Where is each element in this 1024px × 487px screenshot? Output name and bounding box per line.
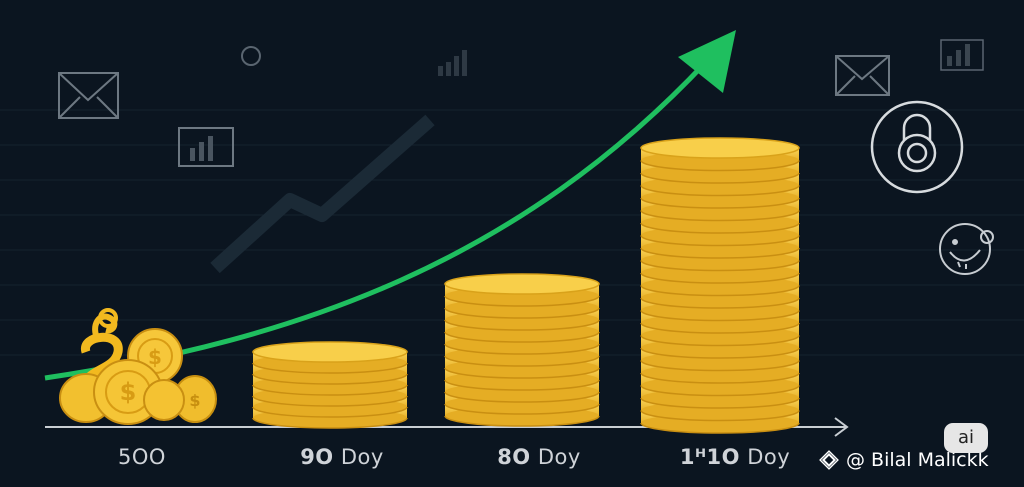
- envelope-icon: [58, 72, 119, 119]
- stack-label-500: 5OO: [62, 445, 222, 469]
- coin-groove: [640, 310, 800, 322]
- coin-stack-90-doy: [252, 341, 408, 429]
- circle-icon: [241, 46, 261, 66]
- stack-label-90-doy: 9O Doy: [262, 445, 422, 469]
- coin-groove: [640, 197, 800, 209]
- mini-chart-icon: [178, 127, 234, 167]
- label-number: 9O: [300, 445, 334, 469]
- stack-label-110-doy: 1ᴴ1O Doy: [655, 445, 815, 469]
- coin-groove: [640, 322, 800, 334]
- coin-groove: [252, 395, 408, 407]
- credit-text: @ Bilal Malickk: [846, 449, 989, 471]
- coin-groove: [444, 343, 600, 355]
- coin-groove: [444, 331, 600, 343]
- coin-groove: [640, 260, 800, 272]
- coin-top: [444, 273, 600, 295]
- coin-groove: [640, 360, 800, 372]
- coin-groove: [640, 372, 800, 384]
- envelope-icon: [835, 55, 890, 96]
- coin-stack-110-doy: [640, 137, 800, 434]
- author-credit: @ Bilal Malickk: [818, 449, 989, 471]
- stack-label-80-doy: 8O Doy: [459, 445, 619, 469]
- coin-top: [252, 341, 408, 363]
- coin-groove: [444, 367, 600, 379]
- coin-groove: [640, 185, 800, 197]
- coin-groove: [444, 415, 600, 427]
- label-number: 8O: [497, 445, 531, 469]
- coin-groove: [640, 160, 800, 172]
- coin-groove: [252, 373, 408, 385]
- coin-groove: [640, 272, 800, 284]
- coin-top: [640, 137, 800, 159]
- coin-groove: [444, 379, 600, 391]
- coin-pile: $ $ $: [59, 308, 217, 425]
- coin-groove: [444, 319, 600, 331]
- badge-text: ai: [957, 427, 975, 448]
- svg-text:$: $: [189, 391, 200, 410]
- coin-groove: [444, 391, 600, 403]
- coin-groove: [252, 384, 408, 396]
- coin-groove: [640, 397, 800, 409]
- label-unit: Doy: [747, 445, 791, 469]
- coin-groove: [640, 172, 800, 184]
- svg-text:$: $: [120, 378, 137, 406]
- label-number: 1ᴴ1O: [679, 445, 740, 469]
- coin-groove: [252, 406, 408, 418]
- coin-stack-80-doy: [444, 273, 600, 427]
- label-unit: Doy: [340, 445, 384, 469]
- coin-groove: [640, 385, 800, 397]
- coin-groove: [640, 247, 800, 259]
- padlock-icon: [870, 100, 964, 194]
- coin-groove: [444, 355, 600, 367]
- mini-chart-icon: [438, 50, 467, 76]
- coin-groove: [252, 417, 408, 429]
- label-unit: Doy: [537, 445, 581, 469]
- coin-groove: [640, 297, 800, 309]
- coin-groove: [640, 335, 800, 347]
- coin-groove: [640, 410, 800, 422]
- background-trend-line: [210, 114, 435, 274]
- coin-groove: [640, 222, 800, 234]
- piggy-bank-icon: [939, 223, 994, 275]
- coin-groove: [640, 347, 800, 359]
- label-value: 5OO: [118, 445, 166, 469]
- binance-diamond-icon: [819, 450, 839, 470]
- growth-arrow: [44, 30, 736, 381]
- svg-text:$: $: [148, 345, 162, 369]
- coin-groove: [444, 403, 600, 415]
- coin-groove: [640, 235, 800, 247]
- coin-groove: [640, 285, 800, 297]
- coin-groove: [640, 210, 800, 222]
- coin-groove: [640, 422, 800, 434]
- coin-groove: [252, 362, 408, 374]
- ai-badge: ai: [944, 423, 988, 453]
- coin-groove: [444, 307, 600, 319]
- mini-chart-icon: [940, 39, 984, 71]
- coin-groove: [444, 295, 600, 307]
